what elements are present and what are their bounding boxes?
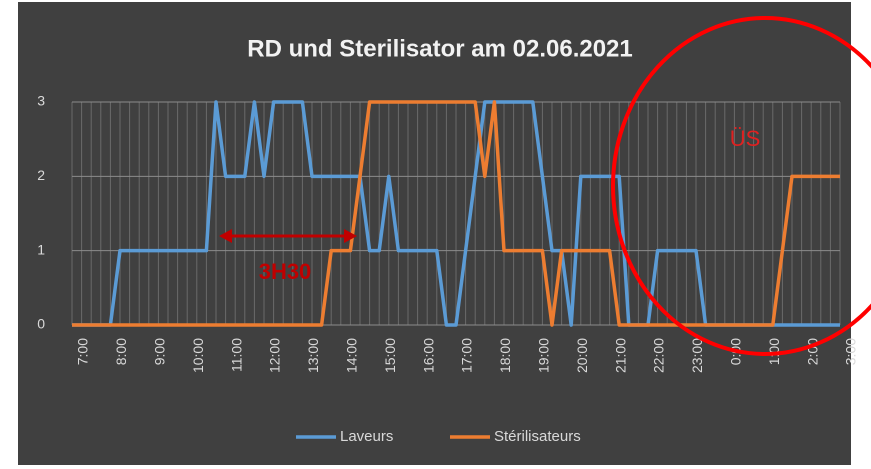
annotation: 3H30 (259, 259, 312, 284)
x-tick-label: 22:00 (651, 338, 667, 373)
x-tick-label: 17:00 (459, 338, 475, 373)
legend-label: Stérilisateurs (494, 428, 581, 445)
x-tick-label: 21:00 (612, 338, 628, 373)
x-tick-label: 13:00 (305, 338, 321, 373)
plot-area: 0 1 2 3 7:00 8:00 9:00 10:00 11:00 12:00 13:00 14:0… (37, 93, 859, 445)
highlight-ellipse (611, 16, 871, 356)
x-tick-label: 16:00 (420, 338, 436, 373)
x-tick-label: 23:00 (689, 338, 705, 373)
x-tick-label: 19:00 (536, 338, 552, 373)
x-tick-label: 20:00 (574, 338, 590, 373)
x-tick-label: 10:00 (190, 338, 206, 373)
chart-background (18, 2, 851, 465)
x-tick-label: 11:00 (228, 338, 244, 372)
x-tick-label: 18:00 (497, 338, 513, 373)
x-tick-label: 3:00 (843, 338, 859, 365)
chart-title: RD und Sterilisator am 02.06.2021 (247, 35, 633, 62)
y-tick-label: 2 (37, 167, 45, 183)
y-tick-label: 0 (37, 316, 45, 332)
series-line (72, 100, 840, 327)
x-tick-label: 1:00 (766, 338, 782, 365)
arrow-head (219, 229, 232, 243)
annotation: ÜS (730, 126, 761, 151)
y-tick-label: 1 (37, 241, 45, 257)
x-tick-label: 9:00 (152, 338, 168, 365)
x-tick-label: 8:00 (113, 338, 129, 365)
x-tick-label: 12:00 (267, 338, 283, 373)
x-tick-label: 15:00 (382, 338, 398, 373)
y-tick-label: 3 (37, 93, 45, 109)
legend-label: Laveurs (340, 428, 393, 445)
x-tick-label: 14:00 (344, 338, 360, 373)
x-tick-label: 7:00 (75, 338, 91, 365)
arrow-head (344, 229, 357, 243)
